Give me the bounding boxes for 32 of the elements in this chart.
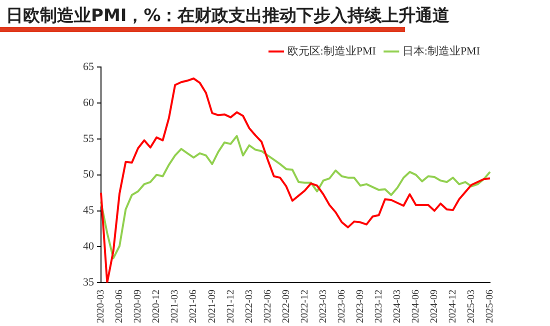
x-tick-label: 2021-09 bbox=[206, 290, 218, 324]
y-tick-label: 65 bbox=[83, 60, 94, 73]
x-tick-label: 2024-09 bbox=[429, 290, 440, 324]
y-tick-label: 60 bbox=[83, 96, 94, 109]
x-tick-label: 2020-09 bbox=[132, 290, 144, 324]
x-tick-label: 2025-03 bbox=[466, 290, 478, 324]
x-tick-label: 2021-12 bbox=[225, 290, 236, 324]
x-tick-label: 2022-09 bbox=[280, 290, 292, 324]
x-tick-label: 2022-03 bbox=[244, 290, 255, 324]
legend-label: 日本:制造业PMI bbox=[402, 44, 480, 58]
x-tick-label: 2023-03 bbox=[318, 290, 329, 324]
x-tick-label: 2024-03 bbox=[392, 290, 404, 324]
x-tick-label: 2021-03 bbox=[170, 290, 181, 324]
x-tick-label: 2024-12 bbox=[448, 290, 459, 324]
y-tick-label: 45 bbox=[83, 204, 94, 217]
x-tick-label: 2022-12 bbox=[299, 290, 310, 324]
x-tick-label: 2025-06 bbox=[484, 290, 496, 324]
y-tick-label: 40 bbox=[83, 240, 94, 253]
x-tick-label: 2023-12 bbox=[373, 290, 384, 324]
x-tick-label: 2024-06 bbox=[410, 290, 422, 324]
x-tick-label: 2020-12 bbox=[151, 290, 162, 324]
y-tick-label: 50 bbox=[83, 168, 94, 181]
x-tick-label: 2021-06 bbox=[188, 290, 200, 324]
x-tick-label: 2020-06 bbox=[114, 290, 126, 324]
x-tick-label: 2020-03 bbox=[96, 290, 107, 324]
chart-title: 日欧制造业PMI，%：在财政支出推动下步入持续上升通道 bbox=[6, 5, 450, 27]
x-tick-label: 2023-09 bbox=[354, 290, 366, 324]
legend-label: 欧元区:制造业PMI bbox=[287, 44, 376, 58]
x-tick-label: 2023-06 bbox=[336, 290, 348, 324]
y-tick-label: 55 bbox=[83, 132, 94, 145]
x-tick-label: 2022-06 bbox=[262, 290, 274, 324]
y-tick-label: 35 bbox=[83, 276, 94, 289]
